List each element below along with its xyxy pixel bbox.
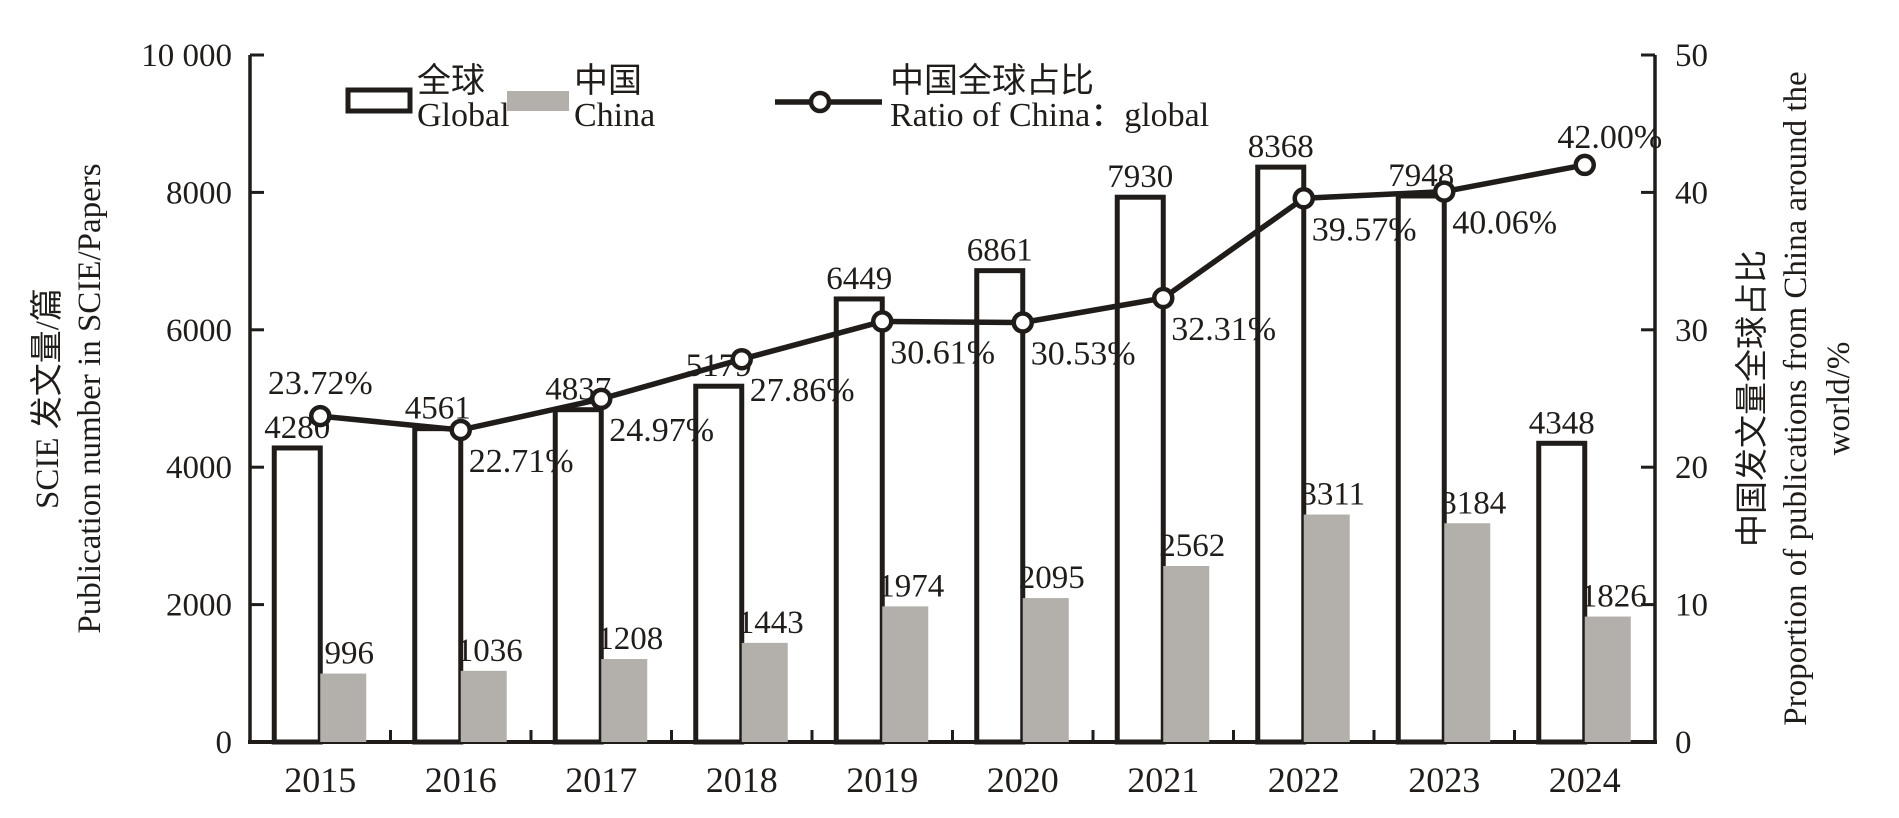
ratio-marker-2024 <box>1573 153 1596 177</box>
china-bar-label-2022: 3311 <box>1300 477 1365 513</box>
ratio-line <box>319 162 1586 433</box>
china-bar-label-2016: 1036 <box>457 633 523 669</box>
right-axis-title-en-1: Proportion of publications from China ar… <box>1778 71 1814 725</box>
right-axis-tick-label: 40 <box>1675 175 1708 211</box>
ratio-marker-2015 <box>309 404 332 428</box>
right-axis-tick-label: 10 <box>1675 588 1708 624</box>
ratio-marker-2018 <box>730 347 753 371</box>
ratio-label-2023: 40.06% <box>1452 205 1557 242</box>
legend-global-swatch <box>345 87 413 114</box>
left-axis-tick-label: 0 <box>216 725 233 761</box>
left-axis-tick-label: 4000 <box>166 450 232 486</box>
china-bar-2021 <box>1163 565 1210 742</box>
global-bar-label-2024: 4348 <box>1529 405 1595 441</box>
global-bar-2023 <box>1395 193 1447 745</box>
china-bar-2015 <box>320 673 367 742</box>
left-axis-tick-label: 10 000 <box>141 38 232 74</box>
legend-china-label-zh: 中国 <box>574 62 642 100</box>
ratio-marker-2022 <box>1292 187 1315 210</box>
global-bar-2024 <box>1536 440 1588 745</box>
global-bar-2017 <box>552 407 604 745</box>
china-bar-2018 <box>741 642 788 742</box>
global-bar-label-2019: 6449 <box>826 261 892 297</box>
global-bar-2019 <box>833 296 885 745</box>
china-bar-2020 <box>1022 598 1069 742</box>
china-bar-2024 <box>1584 616 1631 742</box>
ratio-marker-2016 <box>449 418 472 442</box>
x-tick-label-2022: 2022 <box>1268 760 1340 800</box>
china-bar-2017 <box>601 659 648 742</box>
legend-global-label-en: Global <box>417 97 510 134</box>
x-tick-label-2024: 2024 <box>1549 760 1621 800</box>
ratio-label-2015: 23.72% <box>268 365 373 402</box>
x-tick-label-2020: 2020 <box>987 760 1059 800</box>
right-axis-tick-label: 50 <box>1675 38 1708 74</box>
legend-ratio-label-en: Ratio of China：global <box>890 97 1209 134</box>
global-bar-2018 <box>693 383 745 745</box>
china-bar-label-2015: 996 <box>325 636 375 672</box>
right-axis-tick-label: 20 <box>1675 450 1708 486</box>
global-bar-2021 <box>1114 194 1166 745</box>
x-tick-label-2023: 2023 <box>1408 760 1480 800</box>
ratio-label-2016: 22.71% <box>469 443 574 480</box>
global-bar-2016 <box>412 426 464 745</box>
right-axis-tick-label: 0 <box>1675 725 1692 761</box>
legend-global-label-zh: 全球 <box>417 62 485 100</box>
china-bar-2019 <box>882 606 929 742</box>
left-axis-title-zh: SCIE 发文量/篇 <box>29 288 66 509</box>
china-bar-label-2018: 1443 <box>738 605 804 641</box>
china-bar-label-2021: 2562 <box>1159 528 1225 564</box>
ratio-label-2024: 42.00% <box>1557 119 1662 156</box>
left-axis-tick-label: 2000 <box>166 588 232 624</box>
x-tick-label-2018: 2018 <box>706 760 778 800</box>
global-bar-label-2020: 6861 <box>967 233 1033 269</box>
right-axis-title-en-2: world/% <box>1821 342 1857 456</box>
right-axis-title-zh: 中国发文量全球占比 <box>1734 250 1771 547</box>
legend-china-swatch <box>507 91 569 111</box>
ratio-marker-2019 <box>871 310 894 333</box>
china-bar-2016 <box>460 670 507 742</box>
ratio-marker-2017 <box>590 387 613 411</box>
china-bar-label-2019: 1974 <box>878 568 944 604</box>
ratio-label-2022: 39.57% <box>1312 211 1417 248</box>
x-tick-label-2019: 2019 <box>846 760 918 800</box>
x-tick-label-2021: 2021 <box>1127 760 1199 800</box>
china-bar-label-2020: 2095 <box>1019 560 1085 596</box>
ratio-marker-2023 <box>1433 180 1456 203</box>
ratio-label-2018: 27.86% <box>750 372 855 409</box>
legend-china-label-en: China <box>574 97 655 134</box>
global-bar-2020 <box>974 268 1026 745</box>
china-bar-2022 <box>1303 514 1350 742</box>
left-axis-tick-label: 6000 <box>166 313 232 349</box>
left-axis-title-en: Publication number in SCIE/Papers <box>72 163 108 633</box>
china-bar-label-2017: 1208 <box>597 621 663 657</box>
global-bar-2022 <box>1255 164 1307 745</box>
ratio-label-2021: 32.31% <box>1171 311 1276 348</box>
global-bar-label-2022: 8368 <box>1248 129 1314 165</box>
global-bar-label-2021: 7930 <box>1107 159 1173 195</box>
china-bar-label-2024: 1826 <box>1581 579 1647 615</box>
left-axis-tick-label: 8000 <box>166 175 232 211</box>
ratio-label-2019: 30.61% <box>890 334 995 371</box>
ratio-marker-2021 <box>1152 286 1175 310</box>
china-bar-label-2023: 3184 <box>1440 485 1506 521</box>
x-tick-label-2015: 2015 <box>284 760 356 800</box>
right-axis-tick-label: 30 <box>1675 313 1708 349</box>
x-tick-label-2017: 2017 <box>565 760 637 800</box>
x-tick-label-2016: 2016 <box>425 760 497 800</box>
china-bar-2023 <box>1444 523 1491 742</box>
legend-ratio-label-zh: 中国全球占比 <box>890 62 1094 100</box>
ratio-marker-2020 <box>1011 311 1034 334</box>
ratio-label-2017: 24.97% <box>609 412 714 449</box>
legend-ratio-marker <box>808 90 832 114</box>
global-bar-2015 <box>271 445 323 745</box>
ratio-label-2020: 30.53% <box>1031 336 1136 373</box>
